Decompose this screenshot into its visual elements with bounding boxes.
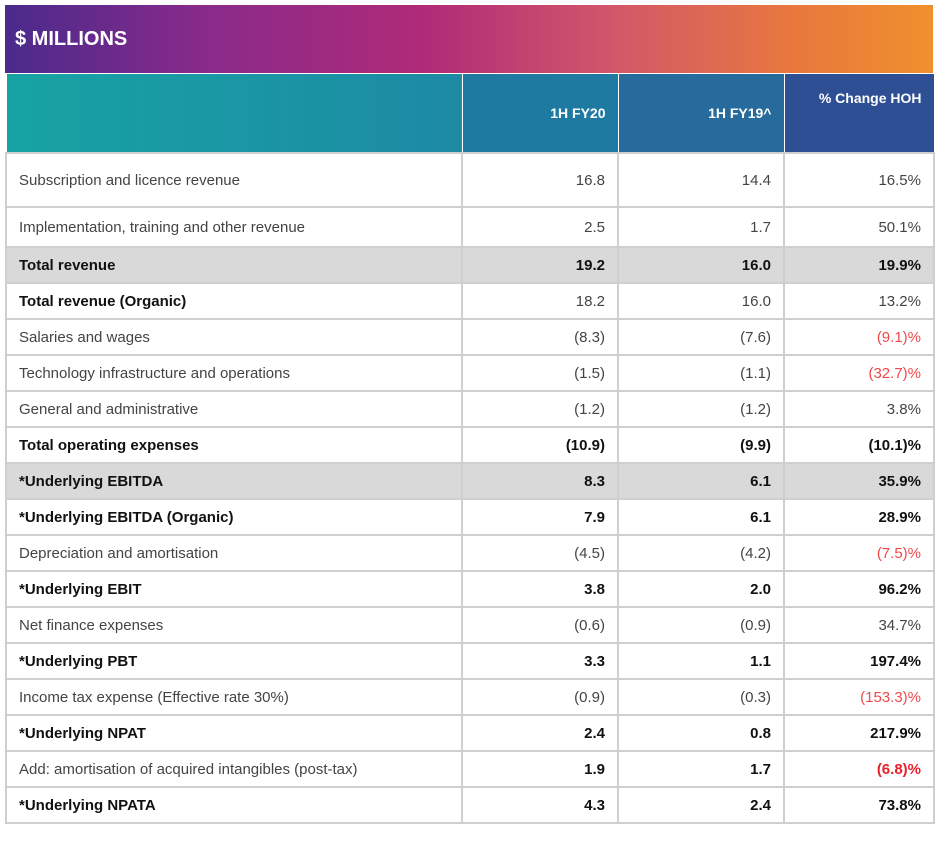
table-row: General and administrative (1.2) (1.2) 3.8%	[5, 390, 935, 428]
row-label: General and administrative	[5, 390, 463, 428]
value-1h-fy20: (1.2)	[461, 390, 619, 428]
value-change-hoh: 197.4%	[783, 642, 935, 680]
table-title: $ MILLIONS	[5, 5, 933, 73]
row-label: Add: amortisation of acquired intangible…	[5, 750, 463, 788]
value-1h-fy20: 8.3	[461, 462, 619, 500]
financial-table-container: $ MILLIONS 1H FY20 1H FY19^ % Change HOH…	[5, 5, 935, 824]
value-1h-fy19: (1.1)	[617, 354, 785, 392]
row-label: *Underlying EBITDA (Organic)	[5, 498, 463, 536]
value-change-hoh: (6.8)%	[783, 750, 935, 788]
row-label: Total revenue (Organic)	[5, 282, 463, 320]
header-label-column	[5, 73, 463, 154]
value-1h-fy19: (1.2)	[617, 390, 785, 428]
value-1h-fy19: 1.1	[617, 642, 785, 680]
value-1h-fy20: (0.9)	[461, 678, 619, 716]
row-label: *Underlying NPAT	[5, 714, 463, 752]
row-label: Depreciation and amortisation	[5, 534, 463, 572]
value-change-hoh: (9.1)%	[783, 318, 935, 356]
row-label: Total revenue	[5, 246, 463, 284]
header-1h-fy19: 1H FY19^	[617, 73, 785, 154]
table-row: Total revenue (Organic) 18.2 16.0 13.2%	[5, 282, 935, 320]
table-row: Implementation, training and other reven…	[5, 206, 935, 248]
value-change-hoh: 16.5%	[783, 152, 935, 208]
value-1h-fy20: (1.5)	[461, 354, 619, 392]
value-1h-fy20: 7.9	[461, 498, 619, 536]
value-1h-fy20: 4.3	[461, 786, 619, 824]
row-label: *Underlying PBT	[5, 642, 463, 680]
value-1h-fy19: (0.3)	[617, 678, 785, 716]
table-row: Add: amortisation of acquired intangible…	[5, 750, 935, 788]
row-label: Net finance expenses	[5, 606, 463, 644]
value-1h-fy19: (4.2)	[617, 534, 785, 572]
table-row: *Underlying NPAT 2.4 0.8 217.9%	[5, 714, 935, 752]
financial-table: 1H FY20 1H FY19^ % Change HOH Subscripti…	[5, 73, 935, 824]
value-change-hoh: (10.1)%	[783, 426, 935, 464]
table-row: *Underlying NPATA 4.3 2.4 73.8%	[5, 786, 935, 824]
row-label: Subscription and licence revenue	[5, 152, 463, 208]
table-row: Net finance expenses (0.6) (0.9) 34.7%	[5, 606, 935, 644]
value-1h-fy19: 16.0	[617, 246, 785, 284]
value-1h-fy19: 14.4	[617, 152, 785, 208]
value-change-hoh: 34.7%	[783, 606, 935, 644]
table-row: Total operating expenses (10.9) (9.9) (10.1…	[5, 426, 935, 464]
table-row: Subscription and licence revenue 16.8 14.4…	[5, 152, 935, 208]
row-label: Income tax expense (Effective rate 30%)	[5, 678, 463, 716]
row-label: Technology infrastructure and operations	[5, 354, 463, 392]
header-change-hoh: % Change HOH	[783, 73, 935, 154]
value-1h-fy19: (0.9)	[617, 606, 785, 644]
value-1h-fy20: 19.2	[461, 246, 619, 284]
table-row: *Underlying PBT 3.3 1.1 197.4%	[5, 642, 935, 680]
table-row: Technology infrastructure and operations…	[5, 354, 935, 392]
table-row: Total revenue 19.2 16.0 19.9%	[5, 246, 935, 284]
value-1h-fy19: 0.8	[617, 714, 785, 752]
value-change-hoh: 73.8%	[783, 786, 935, 824]
table-row: Salaries and wages (8.3) (7.6) (9.1)%	[5, 318, 935, 356]
value-change-hoh: (7.5)%	[783, 534, 935, 572]
value-1h-fy20: 16.8	[461, 152, 619, 208]
table-row: Depreciation and amortisation (4.5) (4.2)(…	[5, 534, 935, 572]
value-1h-fy20: (10.9)	[461, 426, 619, 464]
header-1h-fy20: 1H FY20	[461, 73, 619, 154]
row-label: *Underlying NPATA	[5, 786, 463, 824]
value-change-hoh: 50.1%	[783, 206, 935, 248]
value-change-hoh: 96.2%	[783, 570, 935, 608]
value-1h-fy19: 2.0	[617, 570, 785, 608]
value-1h-fy19: 6.1	[617, 498, 785, 536]
value-change-hoh: 217.9%	[783, 714, 935, 752]
table-row: Income tax expense (Effective rate 30%)(…	[5, 678, 935, 716]
value-1h-fy19: (9.9)	[617, 426, 785, 464]
value-1h-fy20: 3.3	[461, 642, 619, 680]
value-1h-fy20: 2.4	[461, 714, 619, 752]
row-label: Salaries and wages	[5, 318, 463, 356]
value-change-hoh: 3.8%	[783, 390, 935, 428]
table-row: *Underlying EBIT 3.8 2.0 96.2%	[5, 570, 935, 608]
value-1h-fy20: 3.8	[461, 570, 619, 608]
value-change-hoh: (32.7)%	[783, 354, 935, 392]
value-change-hoh: 13.2%	[783, 282, 935, 320]
value-1h-fy19: (7.6)	[617, 318, 785, 356]
value-1h-fy20: (0.6)	[461, 606, 619, 644]
value-1h-fy20: 18.2	[461, 282, 619, 320]
value-change-hoh: 28.9%	[783, 498, 935, 536]
row-label: Total operating expenses	[5, 426, 463, 464]
value-1h-fy20: (8.3)	[461, 318, 619, 356]
row-label: *Underlying EBITDA	[5, 462, 463, 500]
value-change-hoh: 19.9%	[783, 246, 935, 284]
value-1h-fy19: 1.7	[617, 750, 785, 788]
table-row: *Underlying EBITDA 8.3 6.1 35.9%	[5, 462, 935, 500]
table-row: *Underlying EBITDA (Organic) 7.9 6.1 28.9%	[5, 498, 935, 536]
value-change-hoh: 35.9%	[783, 462, 935, 500]
value-1h-fy20: 1.9	[461, 750, 619, 788]
value-1h-fy19: 16.0	[617, 282, 785, 320]
value-change-hoh: (153.3)%	[783, 678, 935, 716]
value-1h-fy20: (4.5)	[461, 534, 619, 572]
value-1h-fy20: 2.5	[461, 206, 619, 248]
row-label: Implementation, training and other reven…	[5, 206, 463, 248]
value-1h-fy19: 2.4	[617, 786, 785, 824]
value-1h-fy19: 6.1	[617, 462, 785, 500]
row-label: *Underlying EBIT	[5, 570, 463, 608]
value-1h-fy19: 1.7	[617, 206, 785, 248]
table-body: Subscription and licence revenue 16.8 14.4…	[5, 152, 935, 824]
header-row: 1H FY20 1H FY19^ % Change HOH	[5, 73, 935, 154]
